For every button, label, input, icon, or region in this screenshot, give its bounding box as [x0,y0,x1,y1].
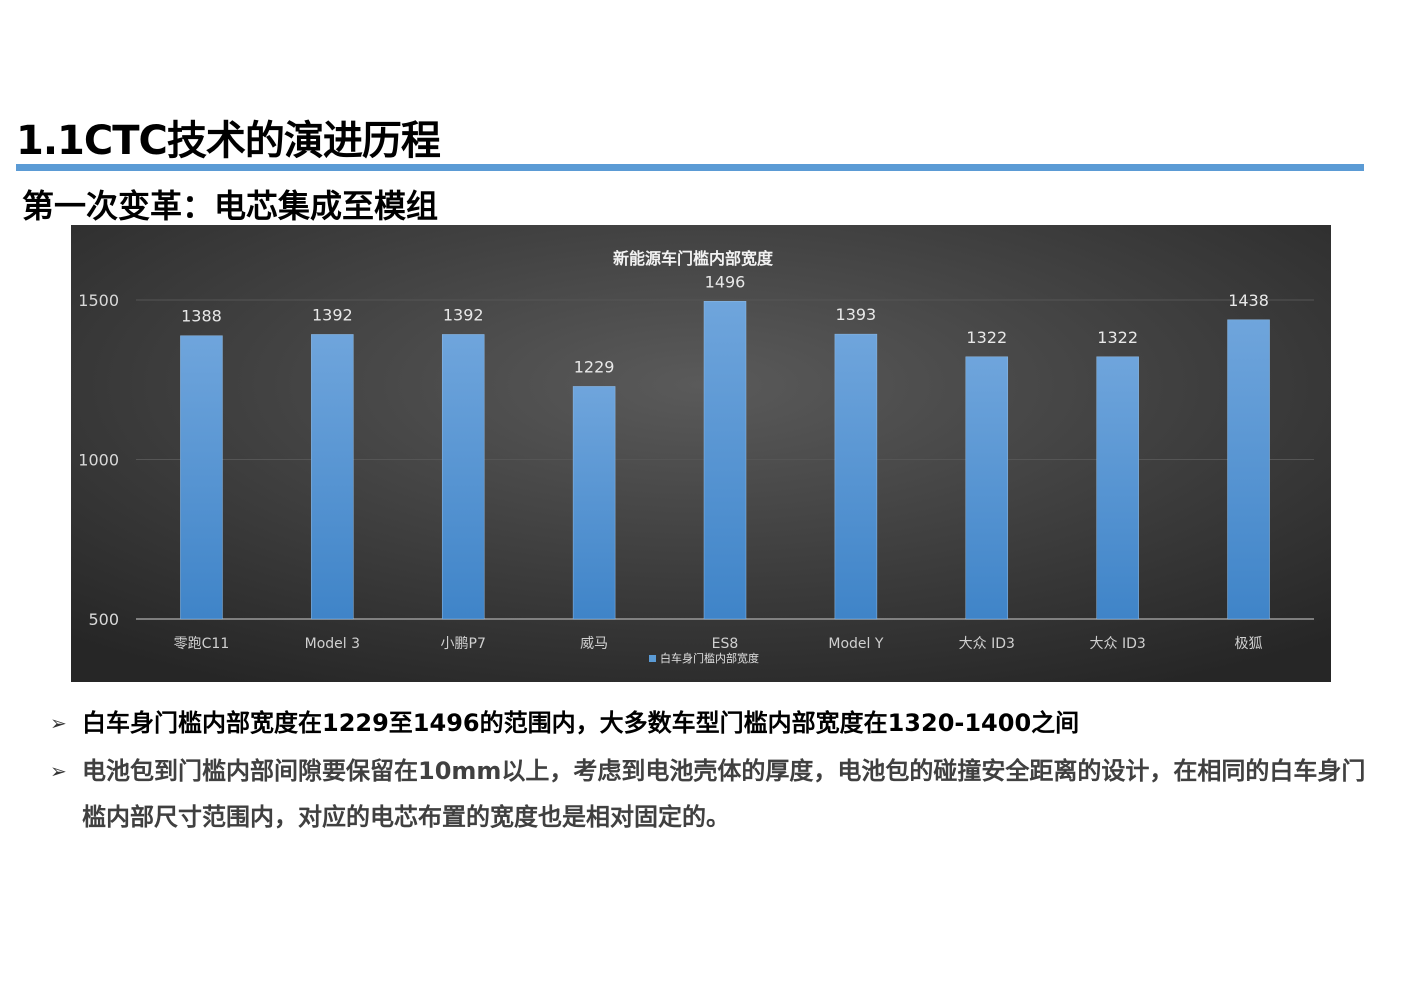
x-tick-label: 小鹏P7 [441,636,486,652]
bullet-list: ➢ 白车身门槛内部宽度在1229至1496的范围内，大多数车型门槛内部宽度在13… [46,700,1386,840]
data-label: 1496 [705,272,746,291]
page-title: 1.1CTC技术的演进历程 [16,118,441,164]
bar-chart: 新能源车门槛内部宽度 500 1000 1500 1388 零跑C11 1392 Model… [71,225,1331,682]
section-subtitle: 第一次变革：电芯集成至模组 [22,187,439,225]
data-label: 1322 [1097,328,1138,347]
arrow-bullet-icon: ➢ [50,759,67,783]
bar [834,333,878,620]
x-tick-label: Model 3 [305,636,360,652]
x-tick-label: 零跑C11 [174,636,230,652]
chart-svg: 新能源车门槛内部宽度 500 1000 1500 1388 零跑C11 1392 Model… [71,225,1331,682]
chart-title: 新能源车门槛内部宽度 [613,249,774,268]
chart-background [71,225,1331,682]
bullet-text: 白车身门槛内部宽度在1229至1496的范围内，大多数车型门槛内部宽度在1320… [82,709,1080,737]
y-tick-label: 1000 [78,451,119,470]
data-label: 1392 [312,305,353,324]
legend-swatch [649,655,656,662]
data-label: 1393 [836,305,877,324]
bar [1096,356,1139,620]
bar [965,356,1009,620]
bullet-text: 电池包到门槛内部间隙要保留在10mm以上，考虑到电池壳体的厚度，电池包的碰撞安全… [82,757,1366,831]
bar [180,335,223,620]
x-tick-label: 极狐 [1235,636,1263,652]
bar [311,334,354,620]
arrow-bullet-icon: ➢ [50,711,67,735]
x-tick-label: Model Y [828,636,883,652]
bar [1227,319,1270,620]
title-divider [16,164,1364,171]
x-tick-label: 大众 ID3 [959,636,1015,652]
data-label: 1388 [181,307,222,326]
x-tick-label: ES8 [712,636,739,652]
y-tick-label: 500 [88,610,119,629]
bullet-item: ➢ 白车身门槛内部宽度在1229至1496的范围内，大多数车型门槛内部宽度在13… [46,700,1386,746]
bullet-item: ➢ 电池包到门槛内部间隙要保留在10mm以上，考虑到电池壳体的厚度，电池包的碰撞… [46,748,1386,840]
bar [572,386,616,620]
data-label: 1392 [443,305,484,324]
bar [441,334,485,620]
x-tick-label: 威马 [580,636,608,652]
legend-label: 白车身门槛内部宽度 [660,651,759,665]
bar [703,301,747,620]
y-tick-label: 1500 [78,291,119,310]
x-tick-label: 大众 ID3 [1090,636,1146,652]
data-label: 1322 [966,328,1007,347]
data-label: 1438 [1228,291,1269,310]
data-label: 1229 [574,357,615,376]
